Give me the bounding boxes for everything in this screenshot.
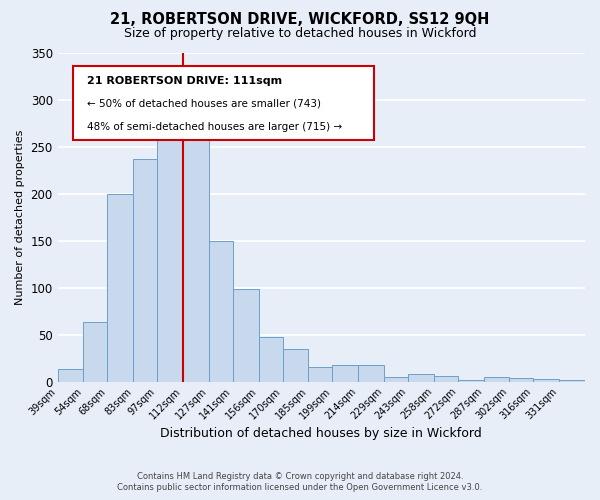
Bar: [358, 364, 384, 382]
Bar: [183, 108, 209, 382]
Text: 21, ROBERTSON DRIVE, WICKFORD, SS12 9QH: 21, ROBERTSON DRIVE, WICKFORD, SS12 9QH: [110, 12, 490, 28]
Bar: [157, 120, 183, 382]
Bar: [58, 370, 83, 382]
Bar: [559, 380, 585, 382]
Bar: [484, 377, 509, 382]
Bar: [107, 194, 133, 382]
Bar: [259, 338, 283, 382]
Text: Contains HM Land Registry data © Crown copyright and database right 2024.: Contains HM Land Registry data © Crown c…: [137, 472, 463, 481]
Bar: [384, 377, 408, 382]
Bar: [308, 368, 332, 382]
Y-axis label: Number of detached properties: Number of detached properties: [15, 130, 25, 304]
Bar: [83, 322, 107, 382]
Bar: [509, 378, 533, 382]
Bar: [408, 374, 434, 382]
Bar: [434, 376, 458, 382]
Text: 21 ROBERTSON DRIVE: 111sqm: 21 ROBERTSON DRIVE: 111sqm: [86, 76, 282, 86]
Text: 48% of semi-detached houses are larger (715) →: 48% of semi-detached houses are larger (…: [86, 122, 342, 132]
Bar: [233, 290, 259, 382]
Bar: [283, 348, 308, 382]
Bar: [458, 380, 484, 382]
Text: Size of property relative to detached houses in Wickford: Size of property relative to detached ho…: [124, 28, 476, 40]
Text: Contains public sector information licensed under the Open Government Licence v3: Contains public sector information licen…: [118, 484, 482, 492]
Bar: [209, 240, 233, 382]
Text: ← 50% of detached houses are smaller (743): ← 50% of detached houses are smaller (74…: [86, 98, 320, 108]
Bar: [533, 379, 559, 382]
X-axis label: Distribution of detached houses by size in Wickford: Distribution of detached houses by size …: [160, 427, 482, 440]
FancyBboxPatch shape: [73, 66, 374, 140]
Bar: [332, 364, 358, 382]
Bar: [133, 158, 157, 382]
